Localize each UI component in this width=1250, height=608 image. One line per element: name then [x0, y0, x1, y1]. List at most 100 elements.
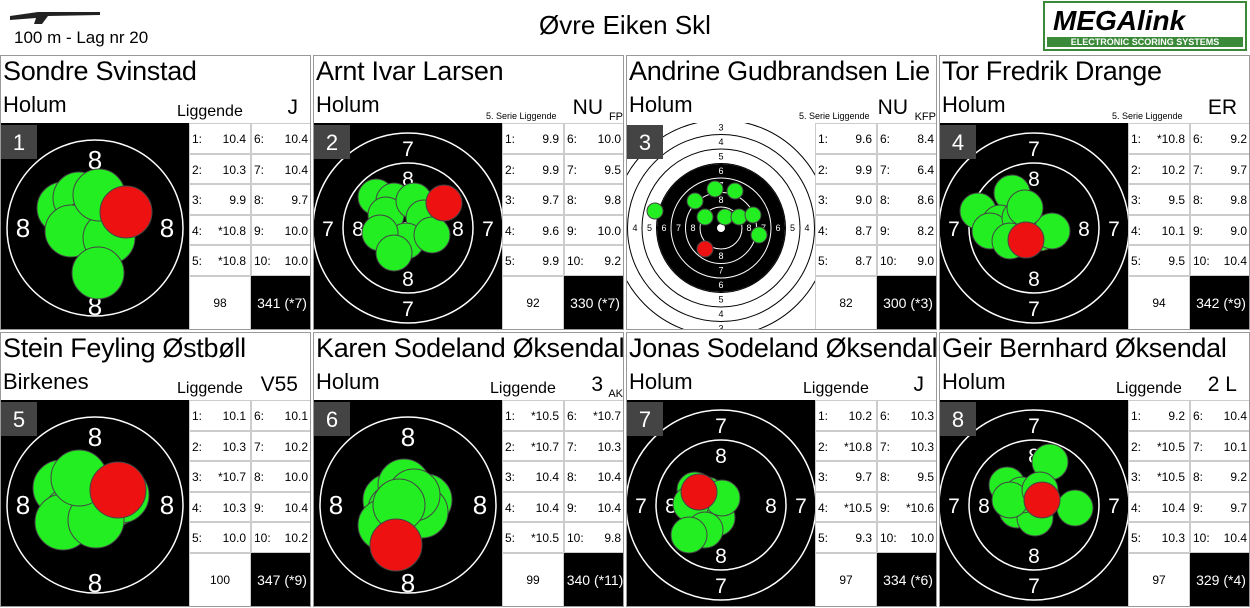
- last-shot: [1023, 481, 1061, 519]
- target: 8 8 8 8 6: [314, 400, 502, 606]
- ring-label: 8: [88, 145, 102, 175]
- shot-score: 10.4: [597, 500, 621, 515]
- total: 340 (*11): [564, 553, 623, 606]
- shot-score: 10.1: [1223, 439, 1247, 454]
- shot-score: *10.5: [843, 500, 872, 515]
- shot-number: 7:: [567, 162, 578, 177]
- shot-score: 10.4: [1223, 254, 1247, 269]
- target: 787887874: [940, 123, 1128, 329]
- shot-cell: 10: 10.0: [251, 245, 310, 276]
- shot-number: 7:: [880, 439, 891, 454]
- shot: [730, 208, 748, 226]
- shot-number: 7:: [880, 162, 891, 177]
- shot-score: 9.9: [229, 193, 246, 208]
- ring-label: 4: [632, 223, 637, 233]
- shot-cell: 6: *10.7: [564, 400, 623, 431]
- series-total: 94: [1128, 276, 1190, 329]
- ring-label: 8: [401, 422, 415, 452]
- ring-label: 8: [473, 490, 487, 520]
- shot-score: 10.4: [1223, 409, 1247, 423]
- shot-cell: 1: 9.9: [502, 123, 564, 154]
- shot-number: 3:: [1131, 193, 1142, 208]
- lane-badge: [940, 402, 976, 436]
- shot-cell: 5: 10.0: [189, 522, 251, 553]
- ring-label: 8: [718, 251, 723, 261]
- shot-number: 5:: [1131, 254, 1142, 269]
- shot-cell: 3: 9.9: [189, 184, 251, 215]
- shot-number: 2:: [1131, 439, 1142, 454]
- ring-label: 6: [718, 280, 723, 290]
- club: Birkenes: [3, 369, 89, 394]
- shot-score: 10.0: [597, 223, 621, 238]
- shot-score: 10.4: [597, 470, 621, 485]
- lane-badge: [314, 402, 350, 436]
- shot-number: 8:: [880, 193, 891, 208]
- ring-label: 8: [402, 268, 414, 291]
- shot-cell: 8: 9.8: [1190, 184, 1249, 215]
- ring-label: 5: [718, 295, 723, 305]
- shot: [696, 208, 714, 226]
- shot-number: 4:: [192, 500, 203, 515]
- shooter-name: Tor Fredrik Drange: [942, 56, 1162, 86]
- lane-badge: [940, 125, 976, 159]
- shot-score: 9.9: [542, 162, 559, 177]
- club: Holum: [629, 92, 693, 117]
- shot-cell: 3: 10.4: [502, 461, 564, 492]
- scorecard: Stein Feyling Østbøll Birkenes Liggende V55…: [0, 332, 311, 607]
- ring-label: 7: [1028, 415, 1040, 438]
- shot-cell: 6: 9.2: [1190, 123, 1249, 154]
- shot-number: 9:: [567, 223, 578, 238]
- shot-number: 10:: [880, 254, 897, 269]
- shot-number: 3:: [818, 193, 829, 208]
- ring-label: 7: [948, 218, 960, 241]
- lane-number: 4: [952, 130, 964, 155]
- shot-number: 9:: [1193, 223, 1204, 238]
- shot-score: 10.3: [597, 439, 621, 454]
- shot-cell: 4: 10.4: [502, 491, 564, 523]
- shot-score: 9.5: [1168, 193, 1185, 208]
- shot-cell: 9: 10.0: [251, 214, 310, 246]
- shot-cell: 5: 9.3: [815, 522, 877, 553]
- shot-cell: 2: 9.9: [815, 153, 877, 185]
- shot-score: 8.2: [917, 223, 934, 238]
- shot-score: *10.5: [530, 531, 559, 546]
- shot-cell: 2: 9.9: [502, 153, 564, 185]
- shot-score: 10.2: [284, 439, 308, 454]
- shot-cell: 2: *10.7: [502, 430, 564, 462]
- shot-number: 9:: [880, 500, 891, 515]
- shot-cell: 1: 9.2: [1128, 400, 1190, 431]
- shot-cell: 8: 8.6: [877, 184, 936, 215]
- shot-cell: 7: 9.7: [1190, 153, 1249, 185]
- shot-cell: 7: 9.5: [564, 153, 623, 185]
- shot-number: 4:: [818, 223, 829, 238]
- ring-label: 6: [661, 223, 666, 233]
- shot-score: 10.0: [222, 531, 246, 546]
- total: 342 (*9): [1190, 276, 1249, 329]
- shot-number: 6:: [254, 132, 265, 146]
- ring-label: 8: [718, 195, 723, 205]
- shot-number: 6:: [880, 409, 891, 423]
- shot-number: 5:: [192, 254, 203, 269]
- shot-number: 1:: [1131, 409, 1142, 423]
- shot-cell: 2: *10.8: [815, 430, 877, 462]
- ring-label: 8: [715, 445, 727, 468]
- ring: [656, 163, 786, 293]
- ring: [968, 439, 1100, 571]
- lane-badge: [314, 125, 350, 159]
- shot-cell: 3: 9.7: [502, 184, 564, 215]
- shot-cell: 1: 9.6: [815, 123, 877, 154]
- shot-score: 10.3: [222, 439, 246, 454]
- shot-cell: 10: 9.8: [564, 522, 623, 553]
- shot-number: 3:: [818, 470, 829, 485]
- ring: [6, 139, 184, 317]
- shot-score: 10.4: [535, 470, 559, 485]
- shot-number: 4:: [192, 223, 203, 238]
- shot-number: 6:: [567, 409, 578, 423]
- shot-score: *10.8: [1156, 132, 1185, 146]
- ring: [940, 409, 1128, 601]
- scorecard: Tor Fredrik Drange Holum 5. Serie Liggende…: [939, 55, 1250, 330]
- shot-score: 10.2: [848, 409, 872, 423]
- shot-score: *10.5: [1156, 439, 1185, 454]
